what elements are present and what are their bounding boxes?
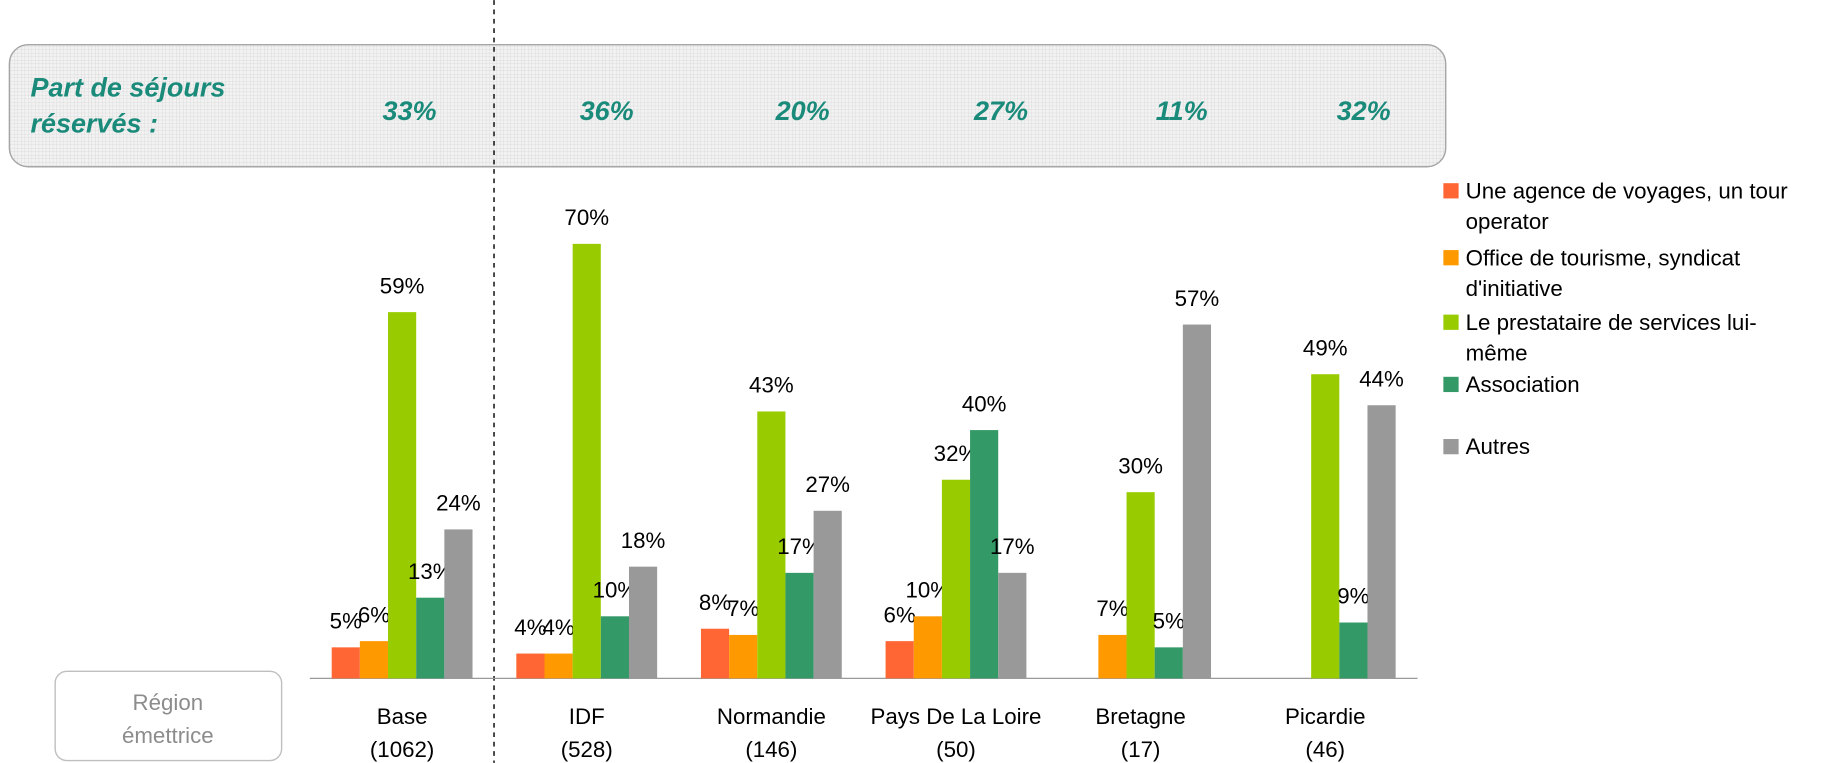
bar [1182,324,1212,679]
x-tick-sublabel: (1062) [370,737,434,762]
data-label: 44% [1359,366,1404,391]
bar [1154,647,1183,679]
region-label: Région [133,690,204,715]
bar [544,653,573,679]
x-tick-sublabel: (50) [936,737,976,762]
banner-value: 32% [1337,96,1391,126]
bar [628,566,658,679]
legend-swatch [1443,439,1459,455]
bar [572,243,601,679]
bar [331,647,360,679]
bar [600,616,629,679]
data-label: 4% [542,615,574,640]
bar [1126,492,1155,679]
x-tick-sublabel: (146) [745,737,797,762]
legend-swatch [1443,183,1459,199]
bar [1367,405,1396,679]
bar [700,628,730,679]
data-label: 7% [727,596,759,621]
bar [885,641,914,679]
x-tick-sublabel: (17) [1121,737,1161,762]
data-label: 17% [990,534,1035,559]
banner-value: 27% [973,96,1028,126]
data-label: 6% [358,602,390,627]
bar [1311,374,1340,679]
banner-value: 33% [383,96,437,126]
banner-value: 20% [775,96,830,126]
x-tick-sublabel: (528) [561,737,613,762]
data-label: 57% [1175,286,1220,311]
data-label: 18% [621,528,666,553]
x-tick-label: Base [377,704,428,729]
bar [913,616,942,679]
x-tick-label: Pays De La Loire [871,704,1042,729]
data-label: 8% [699,590,731,615]
region-label: émettrice [122,723,214,748]
banner-label: Part de séjours [31,72,226,102]
bar [729,634,758,679]
bar [757,411,786,679]
bar [785,572,814,679]
data-label: 59% [380,273,425,298]
x-tick-sublabel: (46) [1305,737,1345,762]
bar [388,312,417,679]
region-box [54,670,283,762]
data-label: 49% [1303,335,1348,360]
bar [359,641,389,679]
data-label: 6% [884,602,916,627]
data-label: 4% [514,615,546,640]
x-tick-label: IDF [569,704,605,729]
legend-label: Association [1466,372,1580,397]
bar [813,510,842,679]
x-tick-label: Bretagne [1095,704,1185,729]
data-label: 5% [330,609,362,634]
data-label: 30% [1118,453,1163,478]
data-label: 7% [1096,596,1128,621]
bar [998,572,1027,679]
bar [444,529,473,679]
bar [1098,634,1127,679]
bar [516,653,545,679]
data-label: 70% [564,205,609,230]
banner [8,44,1447,168]
banner-value: 11% [1156,96,1208,126]
bar [416,597,445,679]
data-label: 27% [805,472,850,497]
banner-value: 36% [580,96,634,126]
bar [941,479,971,679]
data-label: 5% [1153,609,1185,634]
data-label: 9% [1337,584,1369,609]
bar [1339,622,1368,679]
legend-label: Office de tourisme, syndicat d'initiative [1466,245,1741,301]
x-tick-label: Normandie [717,704,826,729]
data-label: 43% [749,373,794,398]
legend-swatch [1443,314,1459,330]
legend-label: Le prestataire de services lui-même [1466,310,1757,366]
data-label: 40% [962,391,1007,416]
legend-swatch [1443,376,1459,393]
legend-swatch [1443,250,1459,266]
data-label: 24% [436,491,481,516]
bar [970,430,999,679]
legend-label: Une agence de voyages, un tour operator [1466,178,1789,234]
banner-label: réservés : [31,109,158,139]
x-tick-label: Picardie [1285,704,1366,729]
legend-label: Autres [1466,434,1530,459]
